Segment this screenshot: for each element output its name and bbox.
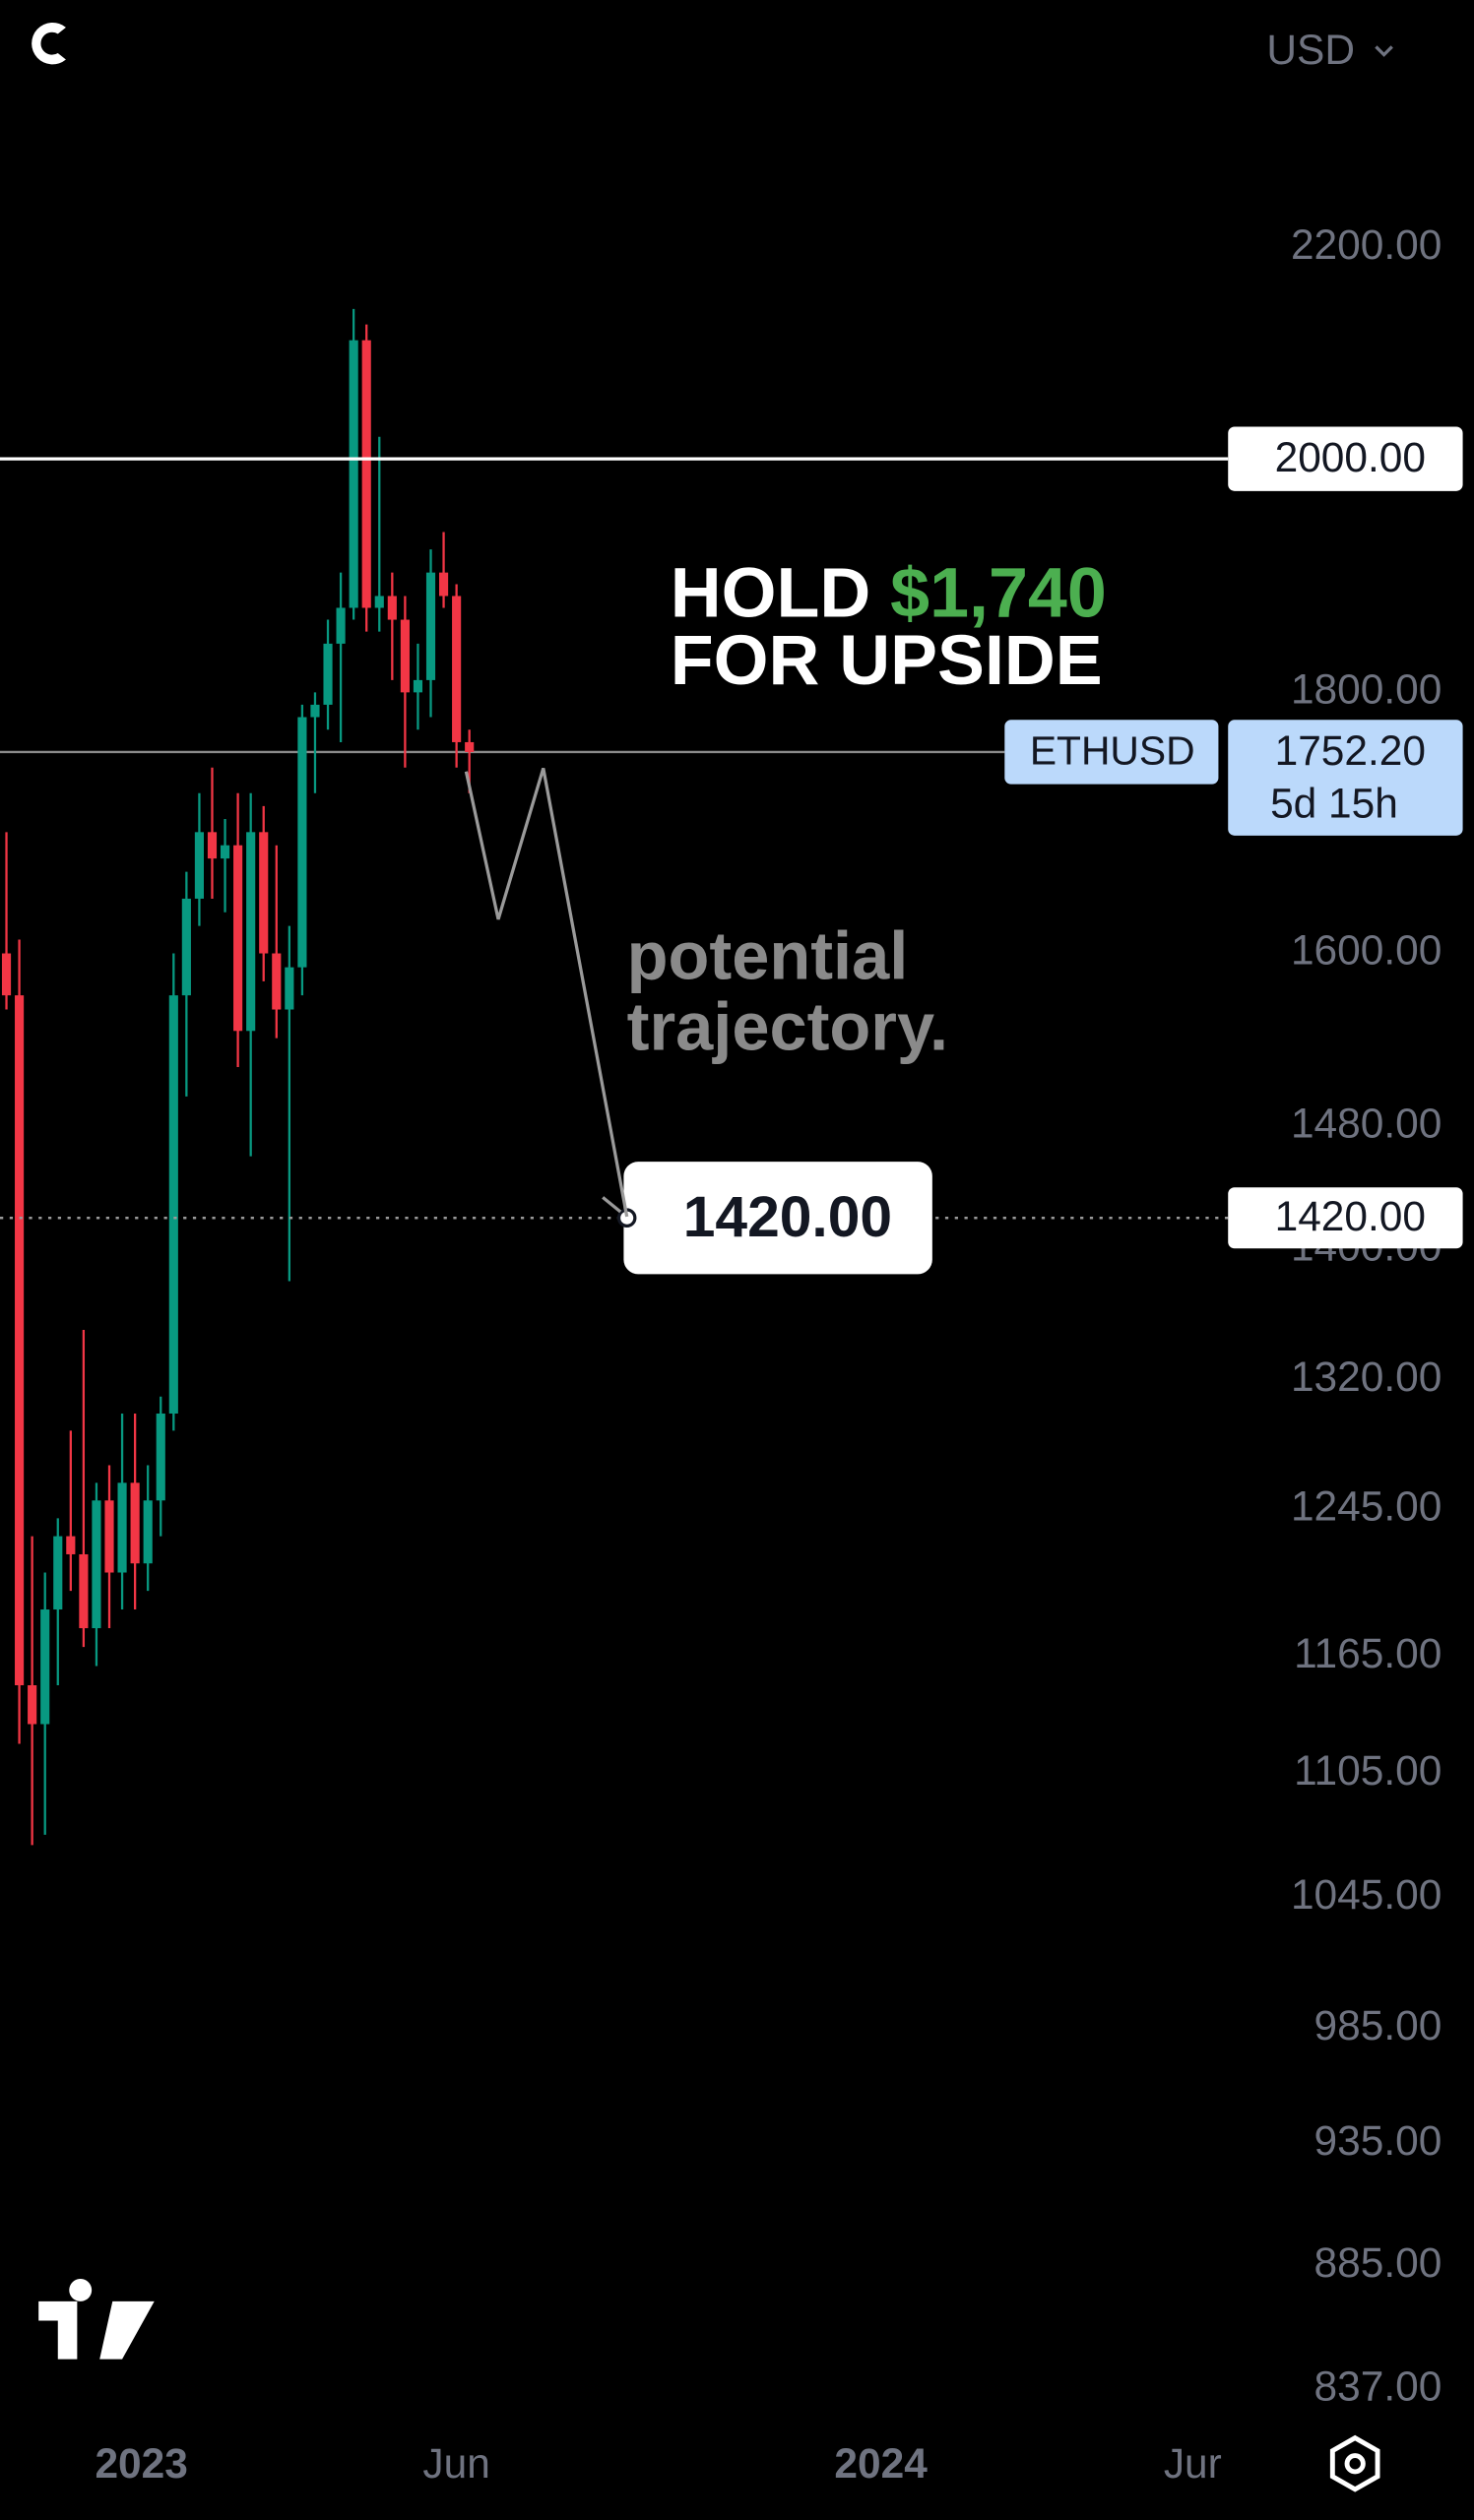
grid-layer: 2200.001800.001600.001480.001400.001320.… bbox=[0, 221, 1442, 2487]
candle-body bbox=[400, 619, 410, 693]
x-tick-label: Jur bbox=[1164, 2440, 1222, 2487]
last-price-box bbox=[1228, 720, 1463, 836]
y-tick-label: 985.00 bbox=[1314, 2002, 1442, 2048]
app-logo bbox=[32, 22, 66, 65]
candle-body bbox=[438, 572, 449, 597]
candle-body bbox=[233, 845, 243, 1032]
candle-body bbox=[66, 1536, 76, 1554]
candle-body bbox=[272, 953, 282, 1010]
candle-body bbox=[285, 967, 294, 1010]
candle-body bbox=[323, 643, 333, 705]
candle-body bbox=[387, 596, 397, 620]
candle-body bbox=[310, 704, 320, 718]
candle-body bbox=[465, 741, 475, 752]
candle-body bbox=[143, 1500, 153, 1564]
x-tick-label: Jun bbox=[422, 2440, 489, 2487]
currency-selector[interactable]: USD bbox=[1266, 27, 1355, 73]
y-tick-label: 837.00 bbox=[1314, 2362, 1442, 2409]
overlay-layer: HOLD $1,740 FOR UPSIDE potential traject… bbox=[32, 22, 1393, 2492]
y-tick-label: 1245.00 bbox=[1291, 1483, 1442, 1530]
trajectory-path bbox=[464, 767, 629, 1218]
settings-icon-center[interactable] bbox=[1344, 2453, 1366, 2475]
candle-body bbox=[452, 596, 462, 742]
candle-body bbox=[168, 995, 178, 1414]
candle-body bbox=[207, 832, 218, 859]
target-callout-box bbox=[623, 1162, 932, 1275]
y-tick-label: 1105.00 bbox=[1294, 1747, 1442, 1794]
target-callout-label: 1420.00 bbox=[683, 1185, 892, 1249]
y-tick-label: 1480.00 bbox=[1291, 1100, 1442, 1146]
candles-layer bbox=[1, 308, 475, 1846]
y-tick-label: 1600.00 bbox=[1291, 927, 1442, 974]
target-line-label: 1420.00 bbox=[1275, 1193, 1426, 1239]
candle-body bbox=[349, 340, 358, 608]
candle-body bbox=[336, 607, 346, 644]
candle-body bbox=[92, 1500, 101, 1629]
x-tick-label: 2024 bbox=[834, 2440, 928, 2487]
y-tick-label: 1165.00 bbox=[1294, 1630, 1442, 1676]
candle-body bbox=[53, 1536, 63, 1610]
annotation-trajectory: potential bbox=[627, 917, 909, 993]
candle-body bbox=[28, 1685, 37, 1725]
trajectory-arrow bbox=[602, 1196, 622, 1214]
candle-body bbox=[15, 995, 25, 1685]
candle-body bbox=[104, 1500, 114, 1573]
candle-body bbox=[156, 1413, 165, 1501]
x-tick-label: 2023 bbox=[95, 2440, 187, 2487]
price-line-label: 2000.00 bbox=[1275, 434, 1426, 480]
annotation-hold-price: $1,740 bbox=[890, 553, 1107, 632]
y-tick-label: 935.00 bbox=[1314, 2117, 1442, 2164]
candle-body bbox=[413, 679, 423, 693]
candle-body bbox=[246, 832, 256, 1032]
candle-body bbox=[117, 1482, 127, 1573]
candle-body bbox=[361, 340, 371, 608]
candle-body bbox=[1, 953, 12, 996]
settings-icon[interactable] bbox=[1329, 2434, 1380, 2492]
candle-body bbox=[194, 832, 205, 899]
symbol-label-box bbox=[1004, 720, 1219, 785]
symbol-label: ETHUSD bbox=[1030, 727, 1195, 773]
target-line-label-box bbox=[1228, 1187, 1463, 1249]
candle-body bbox=[220, 845, 230, 859]
annotation-hold: HOLD $1,740 bbox=[671, 553, 1107, 632]
tradingview-logo bbox=[38, 2279, 155, 2360]
countdown-label: 5d 15h bbox=[1270, 781, 1398, 827]
candle-body bbox=[297, 717, 307, 968]
candle-body bbox=[79, 1553, 89, 1629]
y-tick-label: 1320.00 bbox=[1291, 1354, 1442, 1400]
candle-body bbox=[374, 596, 384, 608]
annotation-hold-suffix: FOR UPSIDE bbox=[671, 621, 1103, 700]
y-tick-label: 1800.00 bbox=[1291, 666, 1442, 713]
last-price-label: 1752.20 bbox=[1275, 727, 1426, 774]
y-tick-label: 2200.00 bbox=[1291, 221, 1442, 268]
candle-body bbox=[40, 1609, 50, 1725]
y-tick-label: 885.00 bbox=[1314, 2239, 1442, 2286]
currency-caret[interactable] bbox=[1375, 45, 1393, 57]
annotation-trajectory: trajectory. bbox=[627, 988, 948, 1064]
candle-body bbox=[259, 832, 269, 954]
price-line-label-box bbox=[1228, 426, 1463, 491]
candle-body bbox=[425, 572, 436, 680]
candle-body bbox=[130, 1482, 140, 1564]
y-tick-label: 1045.00 bbox=[1291, 1871, 1442, 1918]
annotation-hold-word: HOLD bbox=[671, 553, 870, 632]
candle-body bbox=[181, 898, 191, 996]
